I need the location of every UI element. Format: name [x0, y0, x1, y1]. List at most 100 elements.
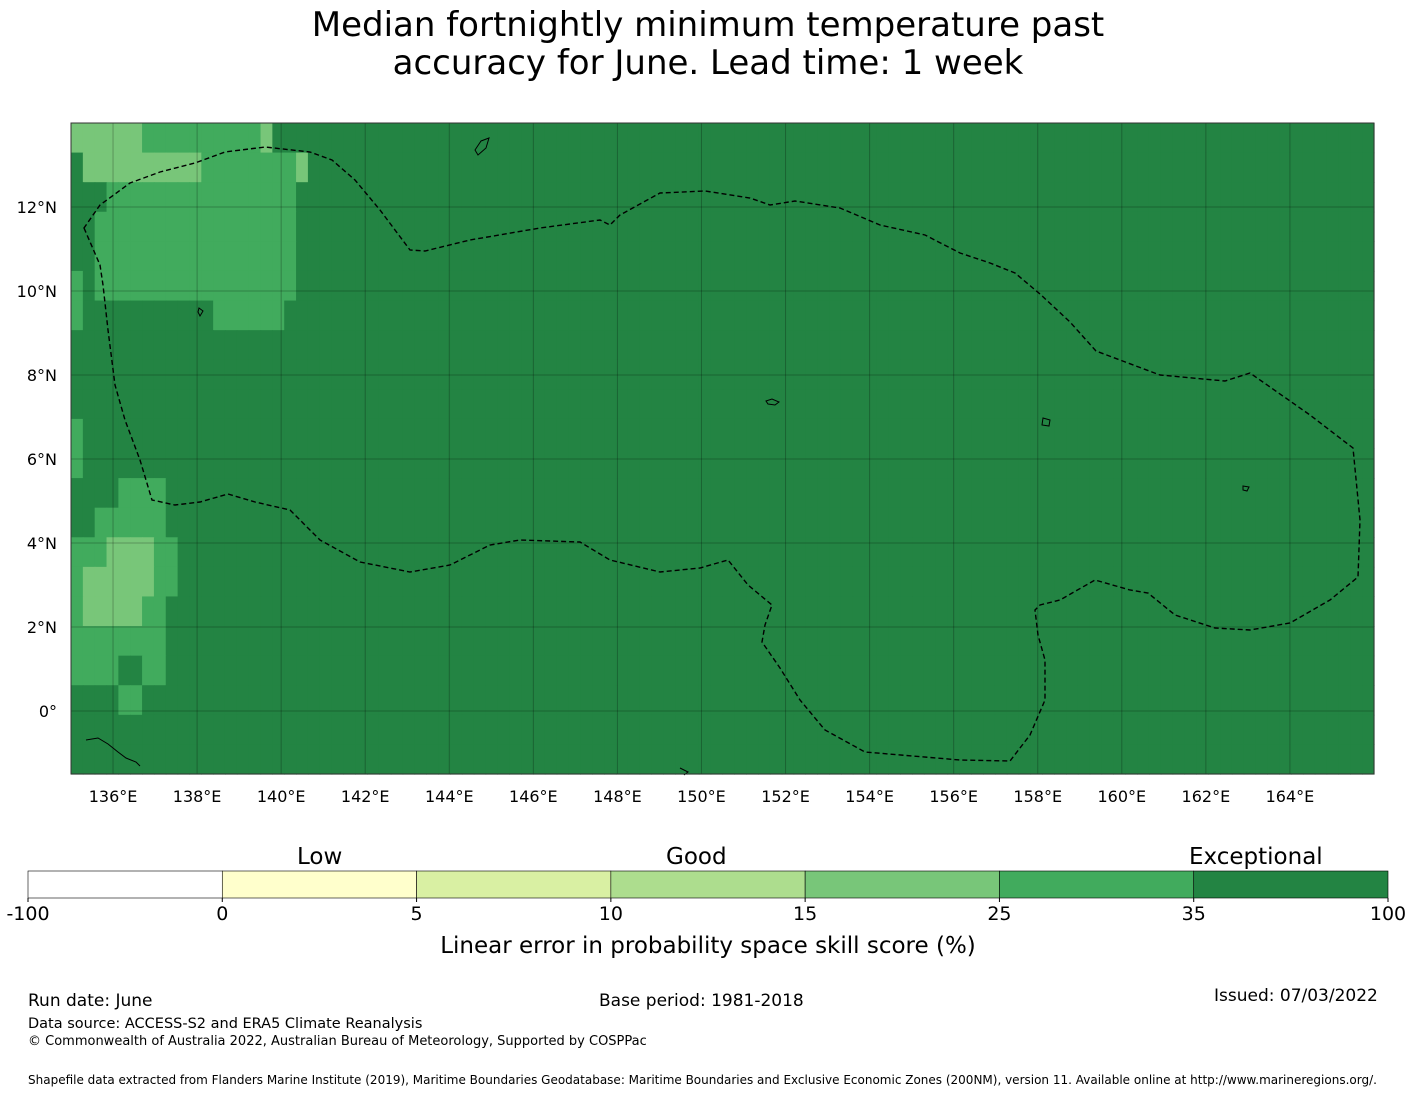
skill-cell	[532, 685, 546, 716]
skill-cell	[758, 507, 771, 538]
skill-cell	[355, 123, 368, 154]
skill-cell	[367, 626, 380, 657]
skill-cell	[663, 123, 676, 154]
skill-cell	[224, 626, 238, 657]
skill-cell	[722, 478, 735, 509]
skill-cell	[1231, 537, 1245, 568]
skill-cell	[876, 744, 889, 775]
skill-cell	[201, 507, 214, 538]
skill-cell	[224, 123, 238, 154]
skill-cell	[296, 389, 309, 420]
skill-cell	[426, 152, 439, 183]
skill-cell	[461, 241, 475, 272]
skill-cell	[556, 537, 570, 568]
skill-cell	[1006, 211, 1020, 242]
skill-cell	[817, 626, 830, 657]
skill-cell	[1148, 152, 1162, 183]
skill-cell	[284, 182, 297, 213]
skill-cell	[402, 478, 416, 509]
skill-cell	[935, 478, 949, 509]
skill-cell	[106, 596, 119, 627]
skill-cell	[805, 270, 818, 302]
skill-cell	[888, 389, 901, 420]
skill-cell	[888, 685, 901, 716]
skill-cell	[1314, 241, 1328, 272]
skill-cell	[106, 270, 119, 302]
island-pohnpei	[1041, 417, 1051, 427]
skill-cell	[296, 655, 309, 686]
skill-cell	[319, 389, 333, 420]
skill-cell	[1220, 626, 1233, 657]
skill-cell	[1291, 152, 1304, 183]
skill-cell	[473, 655, 487, 686]
skill-cell	[604, 507, 617, 538]
skill-cell	[177, 537, 191, 568]
skill-cell	[864, 655, 878, 686]
skill-cell	[71, 418, 84, 450]
skill-cell	[1125, 152, 1138, 183]
colorbar-tick-label: 0	[216, 903, 228, 925]
skill-cell	[1302, 270, 1316, 302]
skill-cell	[213, 389, 226, 420]
skill-cell	[1255, 655, 1268, 686]
skill-cell	[1338, 448, 1351, 479]
skill-cell	[1338, 182, 1351, 213]
skill-cell	[580, 537, 593, 568]
skill-cell	[497, 626, 510, 657]
skill-cell	[1160, 448, 1174, 479]
skill-cell	[900, 359, 913, 390]
skill-cell	[165, 478, 179, 509]
skill-cell	[1030, 123, 1043, 154]
skill-cell	[177, 714, 191, 746]
skill-cell	[1101, 596, 1114, 627]
skill-cell	[319, 507, 333, 538]
skill-cell	[1255, 744, 1268, 775]
skill-cell	[461, 418, 475, 450]
skill-cell	[1030, 507, 1043, 538]
skill-cell	[769, 241, 783, 272]
skill-cell	[900, 626, 913, 657]
skill-cell	[817, 211, 830, 242]
skill-cell	[864, 714, 878, 746]
skill-cell	[82, 389, 96, 420]
skill-cell	[959, 152, 972, 183]
skill-cell	[1231, 211, 1245, 242]
skill-cell	[213, 714, 226, 746]
skill-cell	[1160, 211, 1174, 242]
skill-cell	[1279, 300, 1292, 331]
skill-cell	[307, 537, 321, 568]
skill-cell	[189, 270, 202, 302]
skill-cell	[1255, 389, 1268, 420]
skill-cell	[864, 359, 878, 390]
skill-cell	[769, 744, 783, 775]
skill-cell	[1208, 270, 1221, 302]
skill-cell	[1172, 418, 1186, 450]
skill-cell	[1196, 566, 1209, 598]
skill-cell	[544, 626, 558, 657]
skill-cell	[1184, 685, 1197, 716]
skill-cell	[864, 626, 878, 657]
skill-cell	[236, 182, 250, 213]
skill-cell	[355, 241, 368, 272]
skill-cell	[532, 626, 546, 657]
skill-cell	[367, 596, 380, 627]
skill-cell	[1184, 418, 1197, 450]
skill-cell	[1208, 714, 1221, 746]
skill-cell	[1314, 448, 1328, 479]
skill-cell	[935, 626, 949, 657]
lon-tick-label: 154°E	[845, 787, 894, 806]
skill-cell	[1338, 507, 1351, 538]
skill-cell	[710, 389, 724, 420]
skill-cell	[923, 330, 937, 361]
skill-cell	[1338, 359, 1351, 390]
skill-cell	[1302, 418, 1316, 450]
skill-cell	[106, 152, 119, 183]
skill-cell	[1184, 300, 1197, 331]
skill-cell	[1291, 685, 1304, 716]
skill-cell	[296, 241, 309, 272]
skill-cell	[817, 241, 830, 272]
skill-cell	[414, 566, 427, 598]
skill-cell	[165, 744, 179, 775]
skill-cell	[509, 389, 522, 420]
skill-cell	[343, 537, 356, 568]
